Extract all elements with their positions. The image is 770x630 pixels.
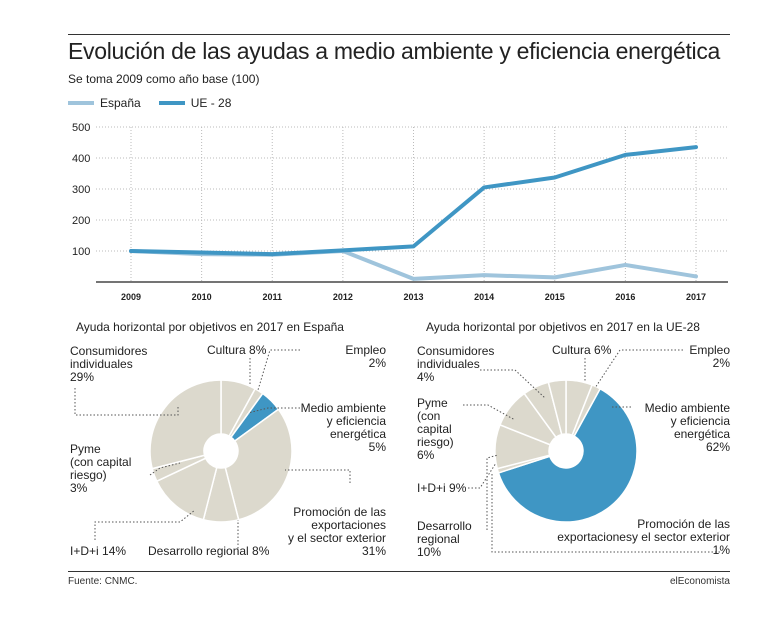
top-rule	[68, 34, 730, 35]
eu-label-promo-line1: Promoción de las	[637, 517, 730, 531]
eu-label-promocion: Promoción de las exportacionesy el secto…	[540, 518, 730, 557]
eu-label-empleo-pct: 2%	[712, 356, 730, 370]
x-tick-label: 2013	[403, 292, 423, 302]
es-label-consumidores-line1: Consumidores	[70, 344, 148, 358]
eu-label-empleo: Empleo 2%	[664, 344, 730, 370]
es-label-pyme-line1: Pyme	[70, 442, 101, 456]
es-label-medio-line3: energética	[329, 427, 386, 441]
y-tick-label: 200	[72, 215, 90, 227]
eu-label-desarrollo: Desarrollo regional 10%	[417, 520, 472, 559]
es-label-pyme: Pyme (con capital riesgo) 3%	[70, 443, 131, 495]
y-tick-label: 400	[72, 153, 90, 165]
es-label-medio-line2: y eficiencia	[326, 414, 386, 428]
eu-slice-2	[497, 387, 638, 523]
es-label-medio-pct: 5%	[368, 440, 386, 454]
eu-label-pyme-pct: 6%	[417, 448, 435, 462]
x-tick-label: 2012	[333, 292, 353, 302]
eu-label-consumidores-line2: individuales	[417, 357, 480, 371]
eu-label-desarrollo-line1: Desarrollo	[417, 519, 472, 533]
eu-label-cultura: Cultura 6%	[552, 343, 612, 357]
eu-label-medio-line3: energética	[673, 427, 730, 441]
page-title: Evolución de las ayudas a medio ambiente…	[68, 38, 721, 64]
legend-item-spain: España	[68, 96, 141, 110]
es-label-empleo-line1: Empleo	[345, 343, 386, 357]
pie-title-spain: Ayuda horizontal por objetivos en 2017 e…	[76, 320, 344, 334]
brand-label: elEconomista	[669, 576, 730, 587]
eu-label-empleo-line1: Empleo	[689, 343, 730, 357]
y-tick-label: 100	[72, 246, 90, 258]
es-label-desarrollo: Desarrollo regional 8%	[148, 544, 270, 558]
x-tick-label: 2016	[615, 292, 635, 302]
es-label-medio-ambiente: Medio ambiente y eficiencia energética 5…	[280, 402, 386, 454]
eu-slice-7	[547, 379, 567, 436]
legend-swatch-eu	[158, 101, 185, 105]
eu-label-idi: I+D+i 9%	[417, 481, 467, 495]
es-label-empleo-pct: 2%	[368, 356, 386, 370]
x-tick-label: 2014	[474, 292, 494, 302]
x-tick-label: 2011	[262, 292, 282, 302]
eu-label-pyme-line1: Pyme	[417, 396, 448, 410]
x-tick-label: 2015	[545, 292, 565, 302]
page-subtitle: Se toma 2009 como año base (100)	[68, 72, 260, 86]
es-label-consumidores-line2: individuales	[70, 357, 133, 371]
source-note: Fuente: CNMC.	[68, 576, 138, 587]
es-label-consumidores: Consumidores individuales 29%	[70, 345, 147, 384]
eu-label-pyme-line2: (con	[417, 409, 441, 423]
es-slice-7	[149, 379, 222, 470]
es-slice-3	[224, 408, 293, 521]
x-tick-label: 2010	[192, 292, 212, 302]
es-label-promo-line1: Promoción de las	[293, 505, 386, 519]
legend-swatch-spain	[68, 101, 94, 105]
es-label-promo-pct: 31%	[361, 544, 386, 558]
legend-item-eu: UE - 28	[158, 96, 232, 110]
line-chart: 100 200 300 400 500 2009 2010 2011 2012 2013 2014 2…	[72, 122, 728, 302]
es-label-promo-line3: y el sector exterior	[287, 531, 386, 545]
legend-label-eu: UE - 28	[190, 96, 232, 110]
eu-label-desarrollo-line2: regional	[417, 532, 460, 546]
eu-label-medio-pct: 62%	[705, 440, 730, 454]
es-label-pyme-line3: riesgo)	[70, 468, 107, 482]
eu-label-pyme: Pyme (con capital riesgo) 6%	[417, 397, 454, 462]
eu-label-promo-line2: exportacionesy el sector exterior	[557, 530, 730, 544]
es-label-medio-line1: Medio ambiente	[300, 401, 386, 415]
eu-label-pyme-line4: riesgo)	[417, 435, 454, 449]
y-tick-label: 500	[72, 122, 90, 134]
es-label-idi: I+D+i 14%	[70, 544, 127, 558]
es-label-pyme-pct: 3%	[70, 481, 88, 495]
y-tick-label: 300	[72, 184, 90, 196]
es-label-consumidores-pct: 29%	[70, 370, 95, 384]
eu-label-medio-line1: Medio ambiente	[644, 401, 730, 415]
x-tick-label: 2017	[686, 292, 706, 302]
eu-label-consumidores: Consumidores individuales 4%	[417, 345, 494, 384]
es-label-cultura: Cultura 8%	[207, 343, 267, 357]
eu-label-medio-ambiente: Medio ambiente y eficiencia energética 6…	[624, 402, 730, 454]
line-legend: España UE - 28	[68, 96, 249, 110]
series-line-eu	[129, 145, 698, 257]
eu-label-consumidores-line1: Consumidores	[417, 344, 495, 358]
pie-title-eu: Ayuda horizontal por objetivos en 2017 e…	[426, 320, 700, 334]
es-label-promo-line2: exportaciones	[311, 518, 386, 532]
es-label-pyme-line2: (con capital	[70, 455, 132, 469]
eu-label-pyme-line3: capital	[417, 422, 452, 436]
eu-label-promo-pct: 1%	[712, 543, 730, 557]
es-label-empleo: Empleo 2%	[320, 344, 386, 370]
x-tick-label: 2009	[121, 292, 141, 302]
eu-label-medio-line2: y eficiencia	[670, 414, 730, 428]
eu-label-consumidores-pct: 4%	[417, 370, 435, 384]
legend-label-spain: España	[100, 96, 141, 110]
es-label-promocion: Promoción de las exportaciones y el sect…	[270, 506, 386, 558]
eu-label-desarrollo-pct: 10%	[417, 545, 442, 559]
bottom-rule	[68, 571, 730, 572]
